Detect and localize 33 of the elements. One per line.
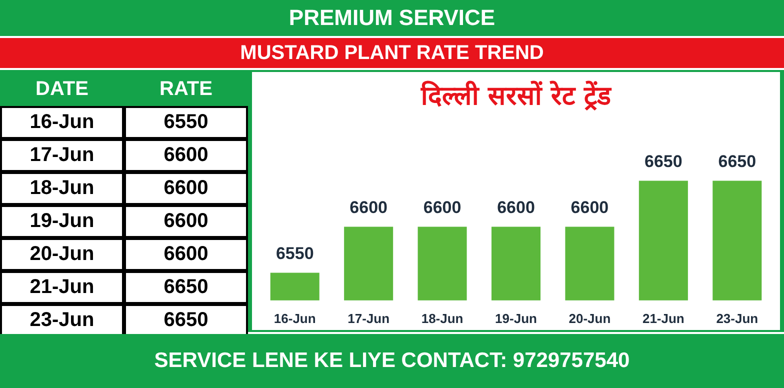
data-label: 6600 xyxy=(570,198,609,217)
x-tick-label: 21-Jun xyxy=(642,310,684,326)
x-tick-label: 17-Jun xyxy=(348,310,390,326)
chart-title: दिल्ली सरसों रेट ट्रेंड xyxy=(420,80,612,112)
data-label: 6600 xyxy=(350,198,388,217)
data-label: 6600 xyxy=(124,205,248,238)
data-label: 6600 xyxy=(124,139,248,172)
x-tick-label: 19-Jun xyxy=(495,310,538,326)
data-label: 6650 xyxy=(124,304,248,337)
data-label: 6600 xyxy=(124,172,248,205)
category-label: 18-Jun xyxy=(0,172,124,205)
annotation: SERVICE LENE KE LIYE CONTACT: 9729757540 xyxy=(0,334,784,388)
text: MUSTARD PLANT RATE TREND xyxy=(0,38,784,68)
text: RATE xyxy=(124,72,248,106)
data-label: 6650 xyxy=(644,152,682,171)
x-tick-label: 20-Jun xyxy=(568,310,611,326)
category-label: 17-Jun xyxy=(0,139,124,172)
text: PREMIUM SERVICE xyxy=(0,0,784,36)
data-label: 6550 xyxy=(276,244,314,263)
data-label: 6600 xyxy=(497,198,535,217)
category-label: 16-Jun xyxy=(0,106,124,139)
data-label: 6650 xyxy=(718,152,756,171)
x-tick-label: 16-Jun xyxy=(274,310,316,326)
x-tick-label: 18-Jun xyxy=(421,310,464,326)
data-label: 6600 xyxy=(423,198,462,217)
data-label: 6600 xyxy=(124,238,248,271)
text: DATE xyxy=(0,72,124,106)
data-label: 6550 xyxy=(124,106,248,139)
category-label: 21-Jun xyxy=(0,271,124,304)
data-label: 6650 xyxy=(124,271,248,304)
category-label: 20-Jun xyxy=(0,238,124,271)
category-label: 19-Jun xyxy=(0,205,124,238)
x-tick-label: 23-Jun xyxy=(716,310,758,326)
